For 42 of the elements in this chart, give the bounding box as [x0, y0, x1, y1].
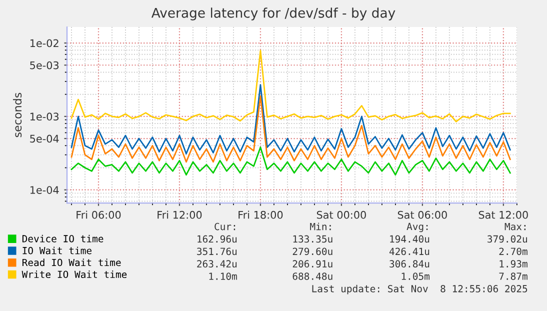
line-series — [70, 146, 511, 176]
x-tick-label: Fri 06:00 — [76, 210, 121, 219]
y-tick-label: 1e-02 — [30, 39, 58, 48]
text: 2.70m — [499, 248, 528, 256]
text: 688.48u — [292, 272, 332, 280]
text: 1.93m — [500, 260, 528, 268]
y-tick-label: 1e-04 — [30, 186, 59, 194]
y-axis-title: seconds — [13, 92, 22, 138]
text: Avg: — [406, 222, 428, 232]
y-tick-label: 5e-04 — [30, 134, 59, 143]
x-tick-label: Sat 12:00 — [478, 210, 528, 219]
line-series — [70, 95, 511, 163]
text: 379.02u — [488, 235, 527, 243]
x-tick-label: Fri 18:00 — [238, 210, 283, 219]
legend-label: Read IO Wait time — [22, 258, 121, 266]
y-tick-label: 5e-03 — [30, 61, 59, 70]
text: 351.76u — [197, 248, 237, 256]
x-tick-label: Fri 12:00 — [158, 210, 202, 219]
text: Min: — [310, 222, 331, 230]
legend-label: IO Wait time — [22, 246, 92, 254]
text: 162.96u — [198, 235, 237, 243]
text: 263.42u — [197, 260, 237, 268]
text: Cur: — [214, 222, 236, 230]
x-tick-label: Sat 00:00 — [316, 210, 366, 219]
text: 206.91u — [292, 260, 332, 268]
x-tick-label: Sat 06:00 — [398, 210, 447, 219]
y-tick-label: 1e-03 — [30, 112, 59, 121]
text: 426.41u — [389, 248, 430, 256]
line-series — [70, 84, 511, 154]
text: 1.05m — [402, 272, 430, 280]
legend-label: Device IO time — [22, 234, 104, 242]
text: 306.84u — [390, 260, 430, 268]
chart-title: Average latency for /dev/sdf - by day — [151, 8, 396, 20]
text: 279.60u — [292, 248, 332, 256]
text: 133.35u — [293, 235, 332, 243]
text: Last update: Sat Nov 8 12:55:06 2025 — [312, 284, 528, 294]
text: 1.10m — [209, 272, 237, 280]
line-series — [70, 50, 511, 122]
text: 7.87m — [499, 272, 528, 280]
text: Max: — [504, 222, 526, 230]
legend-label: Write IO Wait time — [22, 270, 127, 278]
text: 194.40u — [390, 235, 430, 243]
